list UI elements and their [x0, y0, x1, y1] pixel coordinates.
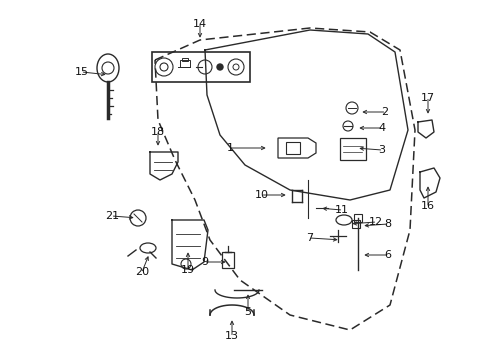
Text: 19: 19: [181, 265, 195, 275]
Circle shape: [217, 64, 223, 70]
Bar: [351, 220, 359, 228]
Text: 10: 10: [254, 190, 268, 200]
Text: 21: 21: [105, 211, 119, 221]
Bar: [222, 252, 234, 268]
Text: 13: 13: [224, 331, 239, 341]
Text: 14: 14: [193, 19, 206, 29]
Text: 1: 1: [226, 143, 233, 153]
Text: 11: 11: [334, 205, 348, 215]
Text: 16: 16: [420, 201, 434, 211]
Text: 3: 3: [378, 145, 385, 155]
Bar: [152, 52, 249, 82]
Bar: [339, 138, 365, 160]
Text: 5: 5: [244, 307, 251, 317]
Text: 20: 20: [135, 267, 149, 277]
Text: 6: 6: [384, 250, 391, 260]
Bar: [353, 214, 361, 222]
Text: 7: 7: [306, 233, 313, 243]
Text: 15: 15: [75, 67, 89, 77]
Bar: [180, 60, 190, 67]
Text: 8: 8: [384, 219, 391, 229]
Bar: [182, 58, 187, 61]
Text: 12: 12: [368, 217, 382, 227]
Text: 2: 2: [381, 107, 388, 117]
Text: 18: 18: [151, 127, 165, 137]
Text: 9: 9: [201, 257, 208, 267]
Bar: [285, 142, 299, 154]
Text: 4: 4: [378, 123, 385, 133]
Text: 17: 17: [420, 93, 434, 103]
